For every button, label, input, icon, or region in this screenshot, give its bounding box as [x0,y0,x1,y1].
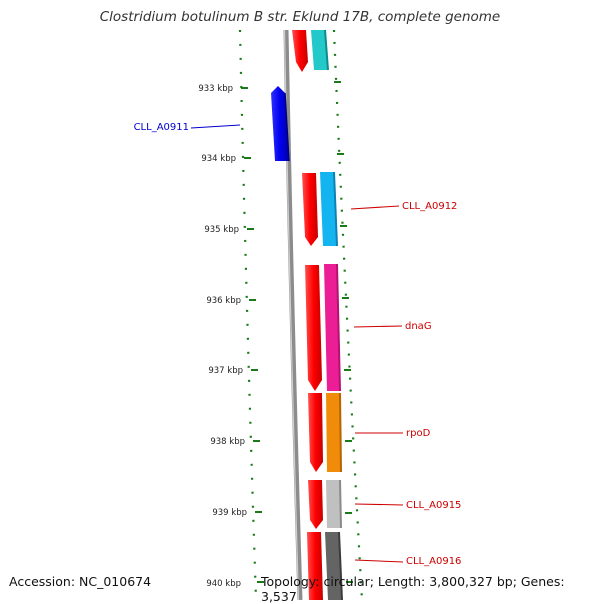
tick-label: 940 kbp [206,579,241,589]
cog-darkgray-CLL_A0916-edge [338,531,343,600]
cog-magenta-dnaG[interactable] [324,264,340,391]
gene-label-dnaG[interactable]: dnaG [405,321,432,332]
cog-darkgray-CLL_A0916[interactable] [325,532,342,600]
tick-label: 937 kbp [208,366,243,376]
tick-label: 938 kbp [210,437,245,447]
cog-lightgray-CLL_A0915-edge [339,479,342,529]
cog-cyan-top-edge [324,29,329,71]
outer-dotted-arc [332,29,364,600]
accession-text: Accession: NC_010674 [9,574,152,589]
tick-label: 936 kbp [206,296,241,306]
tick-label: 933 kbp [198,84,233,94]
map-title: Clostridium botulinum B str. Eklund 17B,… [99,9,501,25]
cds-forward-rpoD[interactable] [308,393,323,472]
label-leader-CLL_A0915 [354,503,404,506]
cds-forward-dnaG[interactable] [305,265,322,391]
gene-label-CLL_A0916[interactable]: CLL_A0916 [406,556,461,567]
tick-label: 935 kbp [204,225,239,235]
cog-magenta-dnaG-edge [336,263,341,392]
cog-sky-CLL_A0912-edge [333,171,338,247]
cds-forward-top[interactable] [292,30,308,72]
cds-reverse-CLL_A0911-edge [284,92,290,162]
label-leader-dnaG [353,325,403,328]
scale-ticks [241,81,353,583]
cds-reverse-CLL_A0911[interactable] [271,86,289,161]
cog-cyan-top[interactable] [311,30,328,70]
cds-forward-CLL_A0915[interactable] [308,480,323,529]
cog-orange-rpoD[interactable] [326,393,341,472]
label-leader-CLL_A0911 [190,124,241,129]
cds-forward-CLL_A0912[interactable] [302,173,318,246]
gene-label-CLL_A0915[interactable]: CLL_A0915 [406,500,461,511]
tick-label: 934 kbp [201,154,236,164]
tick-label: 939 kbp [212,508,247,518]
gene-label-CLL_A0911[interactable]: CLL_A0911 [134,122,189,133]
cog-orange-rpoD-edge [339,392,342,473]
cog-sky-CLL_A0912[interactable] [320,172,337,246]
genome-backbone [283,29,303,600]
label-leader-CLL_A0912 [350,205,400,210]
cds-forward-CLL_A0916[interactable] [307,532,323,600]
gene-label-CLL_A0912[interactable]: CLL_A0912 [402,201,457,212]
label-leader-CLL_A0916 [354,559,404,563]
cog-lightgray-CLL_A0915[interactable] [326,480,341,528]
gene-label-rpoD[interactable]: rpoD [406,428,431,439]
